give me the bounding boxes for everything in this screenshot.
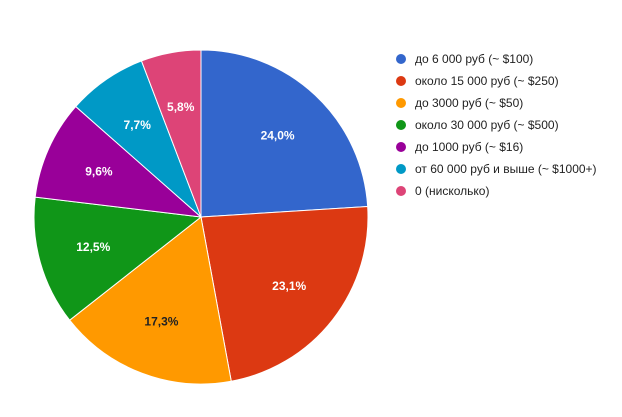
legend-marker-icon — [396, 164, 406, 174]
pie-slice-2 — [68, 216, 232, 385]
slice-label-1: 23,1% — [272, 279, 306, 293]
legend: до 6 000 руб (~ $100) около 15 000 руб (~… — [396, 48, 616, 202]
legend-item-1: около 15 000 руб (~ $250) — [396, 70, 616, 92]
pie-slice-6 — [140, 49, 202, 218]
legend-item-2: до 3000 руб (~ $50) — [396, 92, 616, 114]
legend-item-0: до 6 000 руб (~ $100) — [396, 48, 616, 70]
legend-marker-icon — [396, 120, 406, 130]
pie-slice-4 — [34, 105, 203, 218]
legend-label: до 6 000 руб (~ $100) — [415, 52, 534, 66]
legend-label: около 30 000 руб (~ $500) — [415, 118, 559, 132]
pie-slice-1 — [200, 205, 369, 382]
legend-marker-icon — [396, 76, 406, 86]
legend-label: 0 (нисколько) — [415, 184, 490, 198]
slice-label-3: 12,5% — [76, 240, 110, 254]
legend-marker-icon — [396, 142, 406, 152]
legend-label: до 1000 руб (~ $16) — [415, 140, 524, 154]
legend-marker-icon — [396, 54, 406, 64]
legend-item-6: 0 (нисколько) — [396, 180, 616, 202]
legend-item-4: до 1000 руб (~ $16) — [396, 136, 616, 158]
slice-label-5: 7,7% — [124, 118, 152, 132]
legend-label: от 60 000 руб и выше (~ $1000+) — [415, 162, 597, 176]
slice-label-2: 17,3% — [144, 315, 178, 329]
legend-label: до 3000 руб (~ $50) — [415, 96, 524, 110]
slice-label-0: 24,0% — [261, 128, 295, 142]
pie-slice-0 — [200, 49, 369, 218]
legend-item-3: около 30 000 руб (~ $500) — [396, 114, 616, 136]
legend-marker-icon — [396, 186, 406, 196]
slice-label-4: 9,6% — [85, 164, 113, 178]
slice-label-6: 5,8% — [167, 100, 195, 114]
pie-slice-3 — [33, 196, 203, 321]
legend-label: около 15 000 руб (~ $250) — [415, 74, 559, 88]
legend-marker-icon — [396, 98, 406, 108]
legend-item-5: от 60 000 руб и выше (~ $1000+) — [396, 158, 616, 180]
